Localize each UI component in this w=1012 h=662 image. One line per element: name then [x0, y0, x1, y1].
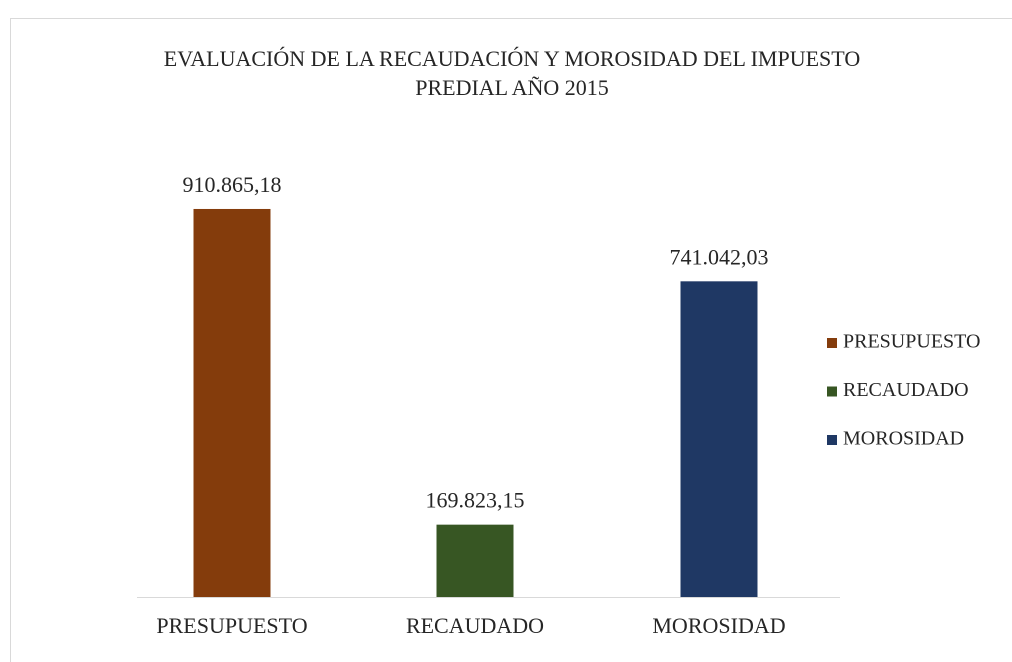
data-label: 741.042,03	[670, 244, 769, 269]
x-tick-label: MOROSIDAD	[652, 613, 785, 638]
bar	[680, 281, 758, 597]
x-tick-label: PRESUPUESTO	[156, 613, 307, 638]
bar	[436, 524, 514, 597]
legend-label: MOROSIDAD	[843, 428, 964, 450]
chart-border	[10, 18, 1012, 662]
legend-swatch	[827, 386, 837, 397]
bar	[193, 208, 271, 597]
legend-label: RECAUDADO	[843, 379, 969, 401]
x-tick-label: RECAUDADO	[406, 613, 544, 638]
legend-label: PRESUPUESTO	[843, 331, 980, 353]
chart-title: EVALUACIÓN DE LA RECAUDACIÓN Y MOROSIDAD…	[163, 46, 861, 100]
data-label: 169.823,15	[426, 488, 525, 513]
legend-swatch	[827, 435, 837, 445]
data-label: 910.865,18	[183, 172, 282, 197]
legend-swatch	[827, 338, 837, 348]
